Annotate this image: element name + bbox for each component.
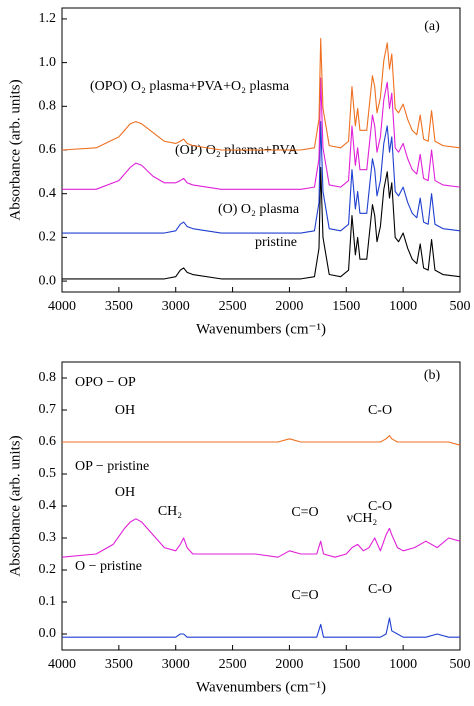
y-tick-label: 0.1 [39, 594, 57, 609]
y-tick-label: 0.8 [39, 370, 57, 385]
x-tick-label: 1500 [332, 299, 360, 314]
spectrum-line [61, 38, 461, 151]
x-tick-label: 3000 [162, 657, 190, 672]
y-tick-label: 1.2 [39, 11, 57, 26]
x-tick-label: 1500 [332, 657, 360, 672]
y-tick-label: 0.4 [39, 498, 57, 513]
spectrum-line [62, 166, 461, 280]
x-tick-label: 3000 [162, 299, 190, 314]
x-tick-label: 4000 [48, 657, 76, 672]
series-label: O − pristine [75, 559, 142, 574]
x-axis-label: Wavenumbers (cm⁻¹) [196, 679, 326, 695]
series-label: (OP) O₂ plasma+PVA [175, 143, 299, 158]
y-tick-label: 0.0 [39, 626, 57, 641]
series-label: OP − pristine [75, 459, 149, 474]
spectrum-line [61, 518, 461, 558]
y-axis-label: Absorbance (arb. units) [7, 435, 23, 576]
annotation: CH₂ [158, 504, 182, 519]
series-label: (OPO) O₂ plasma+PVA+O₂ plasma [90, 79, 290, 94]
spectrum-line [62, 121, 461, 234]
y-tick-label: 0.5 [39, 466, 57, 481]
series-label: OPO − OP [75, 375, 136, 390]
annotation: C-O [368, 582, 392, 597]
spectrum-line [62, 435, 461, 446]
annotation: C=O [291, 505, 318, 520]
annotation: OH [115, 485, 135, 500]
x-tick-label: 4000 [48, 299, 76, 314]
y-tick-label: 0.8 [39, 99, 57, 114]
annotation: (a) [424, 19, 440, 34]
x-tick-label: 1000 [389, 299, 417, 314]
spectrum-line [62, 617, 460, 638]
y-tick-label: 0.6 [39, 142, 57, 157]
y-tick-label: 0.0 [39, 273, 57, 288]
annotation: (b) [424, 368, 441, 383]
annotation: C-O [368, 499, 392, 514]
y-tick-label: 0.2 [39, 562, 57, 577]
x-tick-label: 2000 [275, 657, 303, 672]
x-tick-label: 2000 [275, 299, 303, 314]
x-tick-label: 3500 [105, 657, 133, 672]
series-label: (O) O₂ plasma [218, 202, 300, 217]
y-axis-label: Absorbance (arb. units) [7, 79, 23, 220]
annotation: νCH₂ [347, 511, 378, 526]
y-tick-label: 0.2 [39, 230, 57, 245]
x-tick-label: 2500 [219, 657, 247, 672]
x-tick-label: 2500 [219, 299, 247, 314]
x-axis-label: Wavenumbers (cm⁻¹) [196, 321, 326, 337]
y-tick-label: 0.7 [39, 402, 57, 417]
x-tick-label: 3500 [105, 299, 133, 314]
annotation: C=O [291, 588, 318, 603]
x-tick-label: 1000 [389, 657, 417, 672]
y-tick-label: 0.3 [39, 530, 57, 545]
annotation: OH [115, 403, 135, 418]
y-tick-label: 0.4 [39, 186, 57, 201]
y-tick-label: 0.6 [39, 434, 57, 449]
x-tick-label: 500 [450, 299, 471, 314]
series-label: pristine [255, 235, 297, 250]
y-tick-label: 1.0 [39, 55, 57, 70]
x-tick-label: 500 [450, 657, 471, 672]
spectrum-line [62, 77, 461, 190]
annotation: C-O [368, 403, 392, 418]
